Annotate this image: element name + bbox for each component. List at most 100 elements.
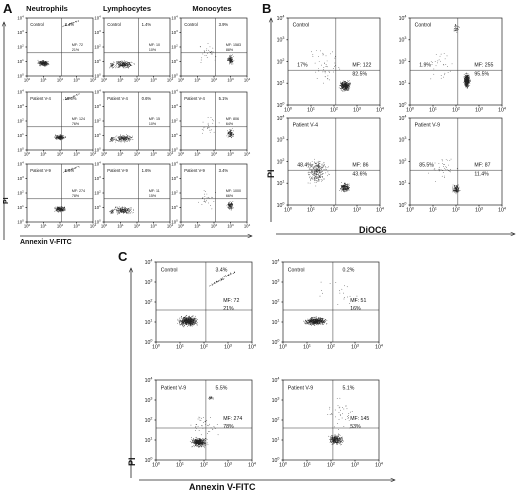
y-tick-label: 104 [171,161,178,167]
panel-letter-b: B [262,1,271,16]
x-tick-label: 100 [24,151,31,157]
plot-sample-label: Control [107,22,121,27]
x-tick-label: 104 [498,106,506,113]
plot-frame [287,17,381,106]
x-tick-label: 101 [307,206,315,213]
x-tick-label: 100 [101,223,108,229]
x-tick-label: 102 [211,223,218,229]
y-tick-label: 104 [94,15,101,21]
y-tick-label: 104 [17,15,24,21]
x-tick-label: 103 [73,151,80,157]
x-tick-label: 104 [167,77,174,83]
x-tick-label: 103 [150,223,157,229]
plot-sample-label: Patient V-9 [107,168,128,173]
y-tick-label: 102 [171,190,178,196]
event-dots [430,24,471,89]
y-tick-label: 101 [277,180,285,187]
event-dots [53,93,80,141]
x-tick-label: 102 [134,223,141,229]
x-tick-label: 103 [227,223,234,229]
y-tick-label: 102 [145,298,153,305]
plot-frame [409,17,503,106]
x-tick-label: 101 [429,106,437,113]
event-dots [199,43,235,65]
x-tick-label: 103 [224,343,232,350]
y-tick-label: 103 [399,36,407,43]
y-tick-label: 103 [272,278,280,285]
event-dots [109,134,134,143]
y-tick-label: 104 [277,114,285,121]
lower-right-percent: 78% [223,424,234,430]
event-dots [428,158,461,195]
y-tick-label: 100 [94,147,101,153]
x-tick-label: 102 [200,461,208,468]
right-percent: 43.6% [352,171,367,177]
panel-c-x-axis-label: Annexin V-FITC [189,482,256,492]
x-tick-label: 102 [57,151,64,157]
y-tick-label: 102 [171,118,178,124]
plot-sample-label: Patient V-9 [30,168,51,173]
y-tick-label: 100 [145,456,153,463]
lower-right-percent: 78% [72,194,80,198]
mean-fluorescence-label: MF: 122 [352,63,371,69]
y-tick-label: 101 [171,204,178,210]
x-tick-label: 101 [117,151,124,157]
event-dots [310,50,351,92]
y-tick-label: 102 [17,190,24,196]
y-tick-label: 100 [171,147,178,153]
x-tick-label: 101 [117,77,124,83]
mean-fluorescence-label: MF: 1583 [226,43,241,47]
y-tick-label: 100 [171,219,178,225]
plot-frame [180,163,248,223]
x-tick-label: 100 [284,106,292,113]
y-tick-label: 104 [277,14,285,21]
y-tick-label: 104 [94,89,101,95]
x-tick-label: 104 [167,151,174,157]
upper-right-percent: 1.6% [142,168,152,173]
y-tick-label: 102 [399,58,407,65]
y-tick-label: 101 [277,80,285,87]
event-dots [37,20,79,67]
y-tick-label: 101 [272,318,280,325]
x-tick-label: 101 [40,77,47,83]
lower-right-percent: 15% [149,194,157,198]
x-tick-label: 101 [40,223,47,229]
mean-fluorescence-label: MF: 274 [223,416,242,422]
event-dots [109,206,134,215]
right-percent: 11.4% [474,171,489,177]
upper-right-percent: 3.4% [65,22,75,27]
y-tick-label: 101 [94,204,101,210]
y-tick-label: 103 [171,103,178,109]
y-tick-label: 100 [94,219,101,225]
plot-frame [282,261,380,343]
plot-sample-label: Patient V-4 [184,96,205,101]
x-tick-label: 101 [429,206,437,213]
upper-right-percent: 10.5% [65,96,77,101]
plot-sample-label: Control [30,22,44,27]
mean-fluorescence-label: MF: 124 [72,117,85,121]
plot-sample-label: Patient V-9 [161,386,186,392]
x-tick-label: 100 [406,106,414,113]
y-tick-label: 100 [272,338,280,345]
x-tick-label: 102 [327,461,335,468]
x-tick-label: 103 [150,151,157,157]
x-tick-label: 100 [178,223,185,229]
y-tick-label: 101 [94,132,101,138]
x-tick-label: 103 [73,77,80,83]
panel-b-y-axis-label: PI [266,169,276,178]
y-tick-label: 103 [17,175,24,181]
x-tick-label: 101 [307,106,315,113]
plot-sample-label: Patient V-4 [107,96,128,101]
plot-sample-label: Control [161,268,178,274]
lower-right-percent: 66% [226,194,234,198]
x-tick-label: 100 [178,77,185,83]
y-tick-label: 104 [272,376,280,383]
x-tick-label: 103 [351,461,359,468]
mean-fluorescence-label: MF: 72 [72,43,83,47]
